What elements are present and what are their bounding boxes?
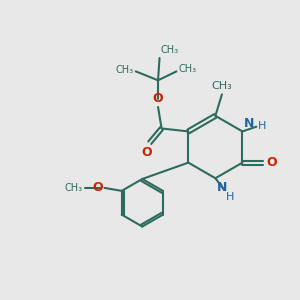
Text: CH₃: CH₃ <box>178 64 196 74</box>
Text: H: H <box>226 192 234 202</box>
Text: CH₃: CH₃ <box>65 183 83 193</box>
Text: CH₃: CH₃ <box>212 81 232 92</box>
Text: N: N <box>244 117 254 130</box>
Text: O: O <box>267 156 278 169</box>
Text: CH₃: CH₃ <box>160 45 178 55</box>
Text: N: N <box>217 181 227 194</box>
Text: H: H <box>258 121 266 131</box>
Text: CH₃: CH₃ <box>116 65 134 75</box>
Text: O: O <box>92 182 103 194</box>
Text: O: O <box>141 146 152 159</box>
Text: O: O <box>153 92 164 105</box>
